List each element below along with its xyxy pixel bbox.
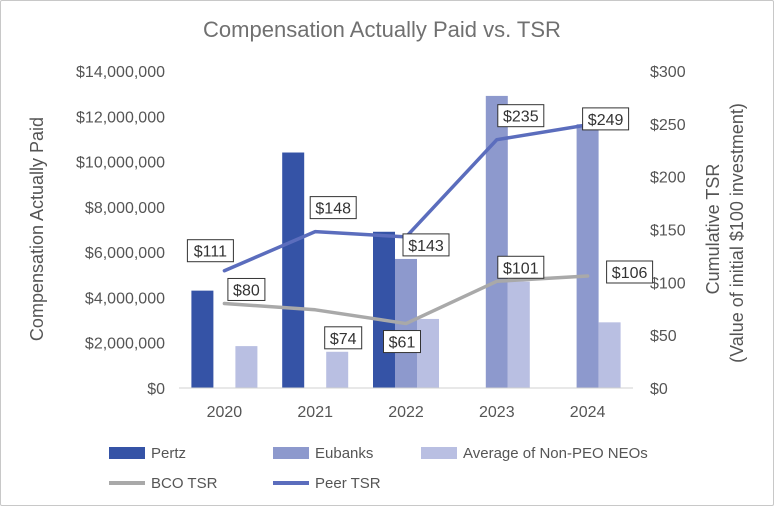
y-tick-label: $2,000,000 xyxy=(85,336,165,353)
data-label: $101 xyxy=(503,260,539,277)
legend-swatch-pertz xyxy=(109,447,145,459)
legend-label: Eubanks xyxy=(315,445,373,462)
data-label-box xyxy=(606,260,654,284)
y2-axis-title-line1: Cumulative TSR xyxy=(703,164,723,295)
data-label-box xyxy=(497,104,545,128)
data-label: $106 xyxy=(612,265,648,282)
bar-eubanks xyxy=(485,95,508,389)
x-tick-label: 2022 xyxy=(388,404,424,421)
legend-label: BCO TSR xyxy=(151,475,218,492)
data-label: $61 xyxy=(389,335,416,352)
bar-average-of-non-peo-neos xyxy=(235,346,258,388)
x-tick-label: 2021 xyxy=(297,404,333,421)
y2-tick-label: $250 xyxy=(650,117,686,134)
data-label-box xyxy=(324,326,363,350)
data-label-box xyxy=(402,233,450,257)
y2-tick-label: $150 xyxy=(650,223,686,240)
bar-average-of-non-peo-neos xyxy=(598,322,621,388)
bar-average-of-non-peo-neos xyxy=(326,351,349,388)
data-label-box xyxy=(383,330,421,354)
data-label: $235 xyxy=(503,109,539,126)
y-tick-label: $12,000,000 xyxy=(76,109,165,126)
y-tick-label: $0 xyxy=(147,381,165,398)
legend-label: Pertz xyxy=(151,445,186,462)
y-tick-label: $14,000,000 xyxy=(76,64,165,81)
bar-average-of-non-peo-neos xyxy=(507,281,530,388)
legend-label: Peer TSR xyxy=(315,475,381,492)
y2-tick-label: $300 xyxy=(650,64,686,81)
y-tick-label: $4,000,000 xyxy=(85,290,165,307)
x-tick-label: 2024 xyxy=(570,404,606,421)
legend-swatch-average-of-non-peo-neos xyxy=(421,447,457,459)
y2-tick-label: $200 xyxy=(650,170,686,187)
legend-label: Average of Non-PEO NEOs xyxy=(463,445,648,462)
data-label: $74 xyxy=(330,331,357,348)
bar-pertz xyxy=(191,290,214,388)
line-bco-tsr xyxy=(222,274,590,326)
legend-swatch-eubanks xyxy=(273,447,309,459)
data-label: $148 xyxy=(315,201,351,218)
data-label-box xyxy=(309,196,357,220)
y2-axis-title-line2: (Value of initial $100 investment) xyxy=(727,103,747,363)
bar-pertz xyxy=(282,152,305,388)
data-label: $143 xyxy=(408,238,444,255)
y-tick-label: $10,000,000 xyxy=(76,155,165,172)
bar-pertz xyxy=(373,231,395,388)
y-axis-title: Compensation Actually Paid xyxy=(27,117,47,341)
y2-tick-label: $0 xyxy=(650,381,668,398)
y-tick-label: $8,000,000 xyxy=(85,200,165,217)
bar-eubanks xyxy=(576,124,599,388)
chart-title: Compensation Actually Paid vs. TSR xyxy=(203,17,561,42)
y-tick-label: $6,000,000 xyxy=(85,245,165,262)
y2-tick-label: $100 xyxy=(650,275,686,292)
bar-average-of-non-peo-neos xyxy=(417,318,439,388)
x-tick-label: 2023 xyxy=(479,404,515,421)
data-label-box xyxy=(186,239,234,263)
data-label: $249 xyxy=(588,112,624,129)
data-label: $111 xyxy=(194,244,227,261)
data-label-box xyxy=(227,277,266,301)
x-tick-label: 2020 xyxy=(207,404,243,421)
data-label-box xyxy=(497,255,545,279)
data-label-box xyxy=(582,107,630,131)
y2-tick-label: $50 xyxy=(650,328,677,345)
data-label: $80 xyxy=(233,282,260,299)
